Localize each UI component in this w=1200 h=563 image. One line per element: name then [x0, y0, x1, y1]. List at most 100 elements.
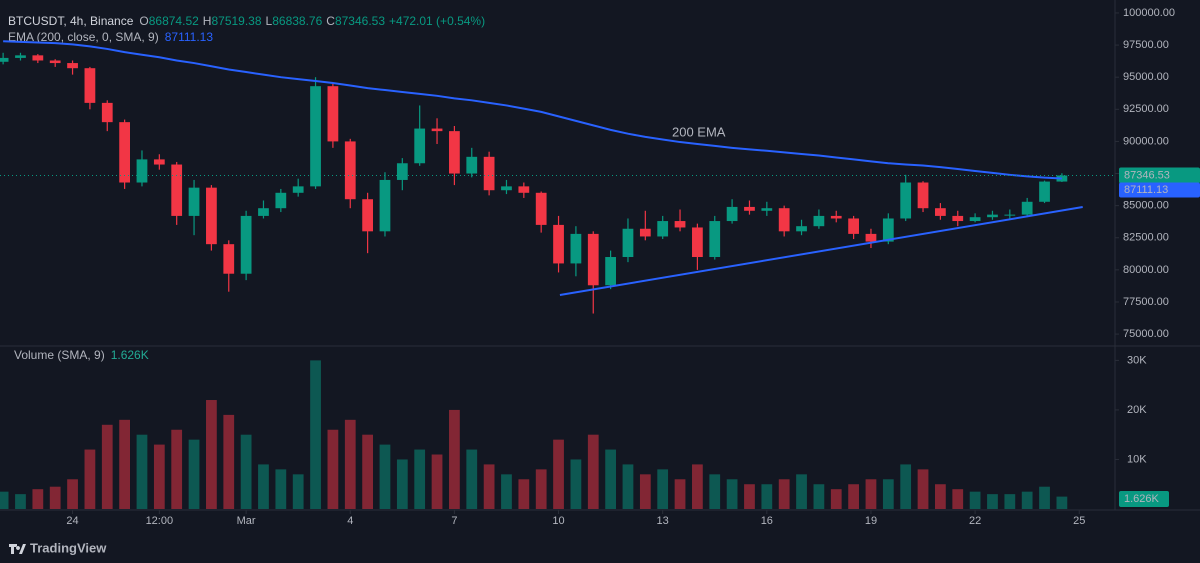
- candle-body: [796, 226, 807, 232]
- trendline: [559, 206, 1083, 297]
- volume-bar: [414, 449, 426, 509]
- candle-body: [917, 182, 929, 209]
- candle-body: [1021, 201, 1033, 215]
- volume-bar: [917, 469, 929, 509]
- candle-body: [379, 179, 391, 232]
- candle-body: [327, 86, 339, 142]
- volume-bar: [310, 360, 321, 509]
- candle-body: [101, 102, 113, 123]
- volume-bar: [136, 434, 148, 509]
- x-tick-label: 13: [657, 515, 669, 527]
- volume-bar: [84, 449, 96, 509]
- candle-body: [153, 159, 165, 165]
- y-tick-label: 97500.00: [1123, 39, 1169, 51]
- volume-bar: [206, 400, 217, 509]
- volume-bars: [0, 360, 1068, 509]
- candle-body: [240, 215, 252, 274]
- candle-body: [518, 186, 530, 193]
- low-value: 86838.76: [272, 14, 322, 28]
- y-tick-label: 95000.00: [1123, 71, 1169, 83]
- volume-bar: [188, 439, 200, 509]
- candle-body: [171, 164, 183, 216]
- x-tick-label: 24: [66, 515, 78, 527]
- y-tick-label: 92500.00: [1123, 103, 1169, 115]
- candle-body: [709, 221, 721, 258]
- candle-body: [431, 128, 443, 132]
- volume-sma-box: [1119, 491, 1169, 507]
- candle-body: [449, 131, 460, 174]
- volume-bar: [744, 484, 755, 509]
- candle-body: [744, 206, 755, 211]
- candle-body: [32, 55, 44, 61]
- volume-bar: [396, 459, 408, 509]
- candle-body: [587, 233, 599, 286]
- volume-name: Volume (SMA, 9): [14, 348, 105, 362]
- candle-body: [657, 221, 669, 237]
- volume-bar: [813, 484, 825, 509]
- volume-bar: [830, 489, 842, 509]
- volume-bar: [900, 464, 912, 509]
- volume-bar: [796, 474, 807, 509]
- candle-body: [935, 208, 946, 216]
- volume-bar: [449, 409, 460, 509]
- high-value: 87519.38: [211, 14, 261, 28]
- candle-body: [258, 208, 269, 216]
- volume-bar: [848, 484, 859, 509]
- volume-bar: [344, 419, 356, 509]
- x-tick-label: 12:00: [146, 515, 174, 527]
- ohlc-letter: H: [203, 14, 212, 28]
- volume-bar: [865, 479, 877, 509]
- volume-bar: [15, 494, 26, 509]
- ema-line: [3, 40, 1062, 180]
- y-tick-label: 85000.00: [1123, 200, 1169, 212]
- close-value: 87346.53: [335, 14, 385, 28]
- candle-body: [622, 228, 634, 258]
- candle-body: [49, 60, 61, 64]
- ohlc-letter: L: [266, 14, 273, 28]
- volume-tick-label: 30K: [1127, 354, 1147, 366]
- y-tick-label: 90000.00: [1123, 135, 1169, 147]
- volume-bar: [535, 469, 547, 509]
- volume-bar: [240, 434, 252, 509]
- volume-bar: [692, 464, 703, 509]
- volume-tick-label: 10K: [1127, 453, 1147, 465]
- y-tick-label: 75000.00: [1123, 328, 1169, 340]
- candle-body: [1056, 175, 1068, 182]
- volume-bar: [987, 494, 998, 509]
- volume-bar: [1039, 486, 1050, 509]
- volume-bar: [379, 444, 391, 509]
- logo: TradingView: [9, 540, 107, 555]
- candle-body: [206, 187, 217, 245]
- volume-bar: [605, 449, 616, 509]
- ema-price-box: [1119, 182, 1200, 198]
- volume-bar: [275, 469, 287, 509]
- x-tick-label: Mar: [237, 515, 256, 527]
- brand[interactable]: TradingView: [30, 540, 107, 555]
- ema-name: EMA (200, close, 0, SMA, 9): [8, 30, 159, 44]
- candle-body: [136, 159, 148, 183]
- volume-bar: [935, 484, 946, 509]
- candle-body: [414, 128, 426, 164]
- candle-body: [692, 227, 703, 258]
- volume-sma: 1.626K: [111, 348, 149, 362]
- candle-body: [362, 199, 373, 232]
- candle-body: [639, 228, 651, 237]
- candle-body: [119, 122, 131, 183]
- volume-bar: [327, 429, 339, 509]
- candle-body: [882, 218, 894, 242]
- x-tick-label: 22: [969, 515, 981, 527]
- candle-body: [726, 206, 738, 222]
- volume-bar: [153, 444, 165, 509]
- volume-bar: [171, 429, 183, 509]
- volume-bar: [639, 474, 651, 509]
- x-tick-label: 25: [1073, 515, 1085, 527]
- volume-bar: [709, 474, 721, 509]
- logo-icon: [9, 544, 26, 554]
- last-price-box: [1119, 167, 1200, 184]
- volume-bar: [570, 459, 582, 509]
- volume-bar: [49, 486, 61, 509]
- candle-body: [674, 221, 686, 228]
- candle-body: [830, 215, 842, 219]
- candle-body: [900, 182, 912, 219]
